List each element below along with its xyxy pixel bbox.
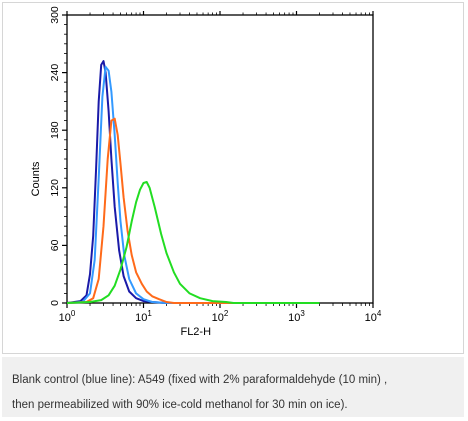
histogram-series-4: [66, 181, 320, 304]
histogram-series-2: [66, 65, 297, 304]
x-tick-label: 102: [212, 309, 229, 324]
y-tick-label: 300: [49, 6, 61, 24]
histogram-series-3: [66, 117, 297, 304]
x-tick-label: 100: [59, 309, 76, 324]
plot-border: [66, 14, 374, 304]
x-tick-label: 104: [365, 309, 382, 324]
caption-line-2: then permeabilized with 90% ice-cold met…: [12, 399, 348, 411]
figure-frame: 100 101 102 103 104 0 60 120 180 240 300 FL2-H Count…: [2, 2, 464, 354]
y-tick-label: 240: [49, 64, 61, 82]
y-axis-label: Counts: [30, 161, 42, 196]
histogram-series-1: [66, 60, 297, 304]
y-tick-label: 180: [49, 121, 61, 139]
y-tick-label: 120: [49, 179, 61, 197]
caption-line-1: Blank control (blue line): A549 (fixed w…: [12, 374, 388, 386]
x-axis-label: FL2-H: [180, 326, 211, 338]
flow-cytometry-histogram: 100 101 102 103 104 0 60 120 180 240 300 FL2-H Count…: [30, 6, 382, 338]
figure-caption: Blank control (blue line): A549 (fixed w…: [2, 357, 464, 417]
y-tick-label: 0: [49, 300, 61, 306]
x-tick-label: 101: [135, 309, 152, 324]
y-tick-label: 60: [49, 239, 61, 251]
x-tick-label: 103: [288, 309, 305, 324]
